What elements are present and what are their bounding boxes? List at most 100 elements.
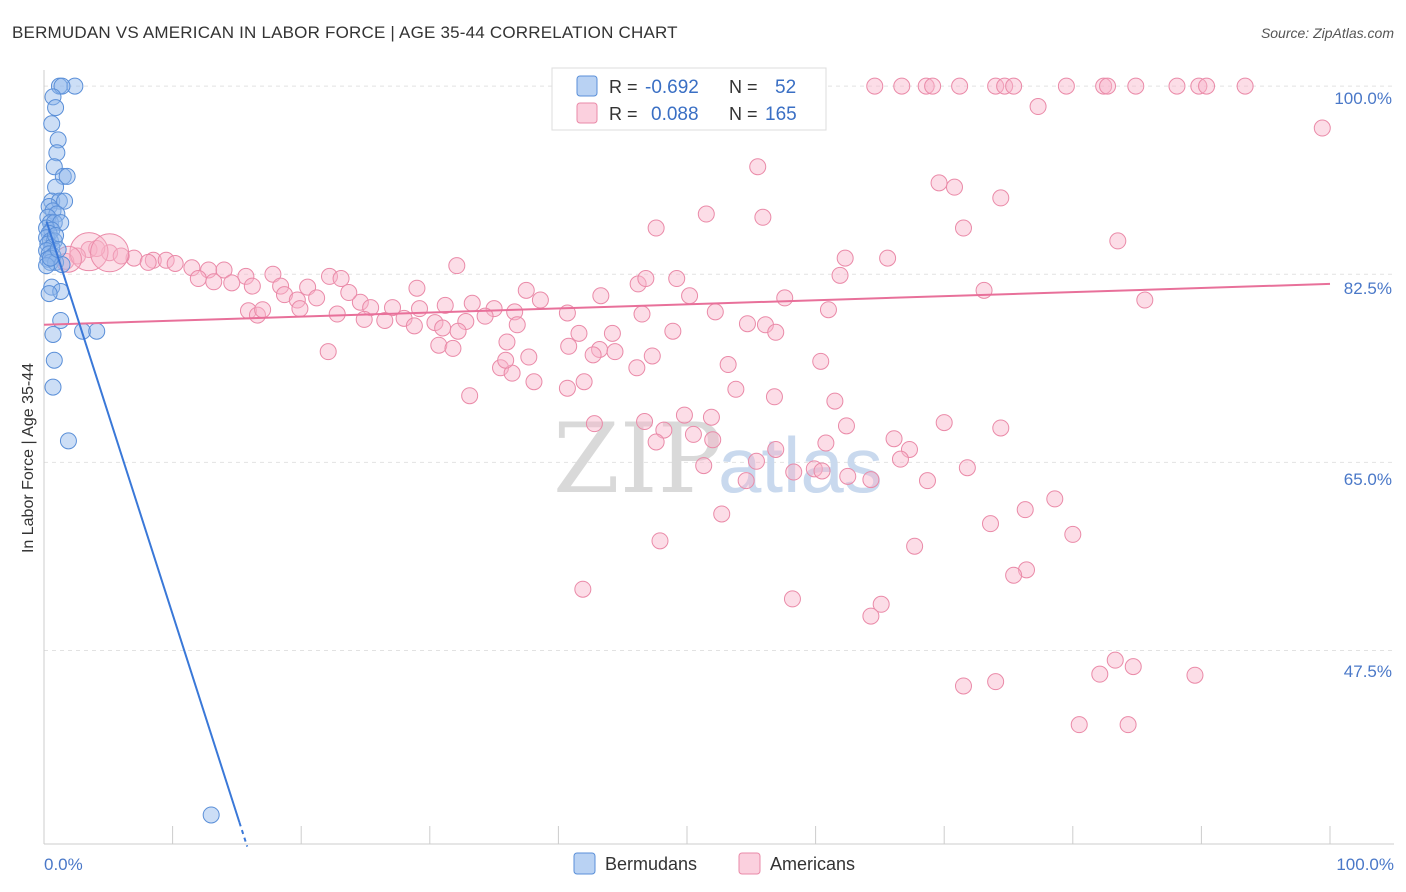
americans-point [954, 219, 972, 237]
americans-point [254, 301, 272, 319]
americans-point [628, 359, 646, 377]
americans-point [785, 463, 803, 481]
americans-point [702, 408, 720, 426]
americans-point [585, 415, 603, 433]
americans-point [862, 607, 880, 625]
americans-point [647, 433, 665, 451]
bermudans-point [52, 311, 70, 329]
americans-point [476, 307, 494, 325]
americans-point [112, 247, 130, 265]
americans-point [767, 323, 785, 341]
americans-point [1124, 658, 1142, 676]
americans-point [633, 305, 651, 323]
americans-point [1095, 77, 1113, 95]
americans-point [1136, 291, 1154, 309]
x-axis-ticks [172, 826, 1331, 844]
americans-point [754, 208, 772, 226]
americans-point [951, 77, 969, 95]
americans-point [223, 274, 241, 292]
stats-r-label: R = [609, 104, 638, 124]
americans-point [1016, 501, 1034, 519]
americans-point [237, 267, 255, 285]
americans-point [668, 270, 686, 288]
americans-point [954, 677, 972, 695]
americans-point [996, 77, 1014, 95]
americans-point [945, 178, 963, 196]
americans-point [575, 373, 593, 391]
y-tick-label: 100.0% [1334, 89, 1392, 108]
bermudans-point [56, 192, 74, 210]
stats-n-label: N = [729, 104, 758, 124]
americans-point [713, 505, 731, 523]
americans-point [893, 77, 911, 95]
americans-point [1109, 232, 1127, 250]
americans-point [463, 294, 481, 312]
gridlines [44, 85, 1394, 651]
bermudans-point [48, 144, 66, 162]
bermudans-point [40, 285, 58, 303]
americans-point [747, 452, 765, 470]
legend-label-americans: Americans [770, 854, 855, 874]
bermudans-point [50, 192, 68, 210]
americans-point [681, 287, 699, 305]
americans-point [831, 266, 849, 284]
americans-point [376, 311, 394, 329]
americans-point [706, 303, 724, 321]
americans-point [918, 472, 936, 490]
americans-point [531, 291, 549, 309]
chart-title: BERMUDAN VS AMERICAN IN LABOR FORCE | AG… [12, 23, 678, 42]
americans-point [819, 301, 837, 319]
americans-point [183, 259, 201, 277]
americans-point [935, 414, 953, 432]
americans-point [1064, 525, 1082, 543]
legend-label-bermudans: Bermudans [605, 854, 697, 874]
americans-point [308, 289, 326, 307]
americans-large-point [90, 233, 130, 273]
americans-point [749, 158, 767, 176]
americans-point [139, 253, 157, 271]
americans-point [243, 277, 261, 295]
americans-point [430, 336, 448, 354]
americans-point [405, 317, 423, 335]
americans-point [520, 348, 538, 366]
americans-point [917, 77, 935, 95]
americans-point [592, 287, 610, 305]
americans-point [570, 324, 588, 342]
americans-point [839, 467, 857, 485]
americans-point [517, 281, 535, 299]
americans-point [1091, 665, 1109, 683]
y-tick-label: 65.0% [1344, 470, 1392, 489]
americans-point [906, 537, 924, 555]
americans-point [817, 434, 835, 452]
americans-point [783, 590, 801, 608]
americans-point [574, 580, 592, 598]
bermudans-point [202, 806, 220, 824]
americans-point [719, 356, 737, 374]
americans-point [891, 450, 909, 468]
americans-trend-line [43, 282, 1331, 326]
americans-point [1236, 77, 1254, 95]
americans-point [655, 421, 673, 439]
americans-point [643, 347, 661, 365]
americans-point [411, 300, 429, 318]
americans-point [958, 459, 976, 477]
americans-point [1018, 561, 1036, 579]
legend-swatch-bermudans [573, 852, 596, 875]
americans-point [872, 595, 890, 613]
americans-point [836, 249, 854, 267]
bermudans-point [58, 167, 76, 185]
stats-legend-box [551, 67, 827, 131]
americans-point [584, 346, 602, 364]
bermudans-point [45, 351, 63, 369]
americans-point [525, 373, 543, 391]
y-tick-label: 82.5% [1344, 279, 1392, 298]
americans-point [606, 343, 624, 361]
americans-points [54, 77, 1331, 734]
chart-source: Source: ZipAtlas.com [1261, 25, 1394, 41]
watermark-atlas: atlas [718, 421, 883, 509]
americans-point [992, 419, 1010, 437]
americans-point [885, 430, 903, 448]
x-tick-label-min: 0.0% [44, 855, 83, 874]
americans-point [189, 270, 207, 288]
